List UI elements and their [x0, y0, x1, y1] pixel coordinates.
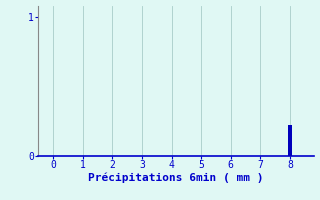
X-axis label: Précipitations 6min ( mm ): Précipitations 6min ( mm )	[88, 173, 264, 183]
Bar	[288, 125, 292, 156]
